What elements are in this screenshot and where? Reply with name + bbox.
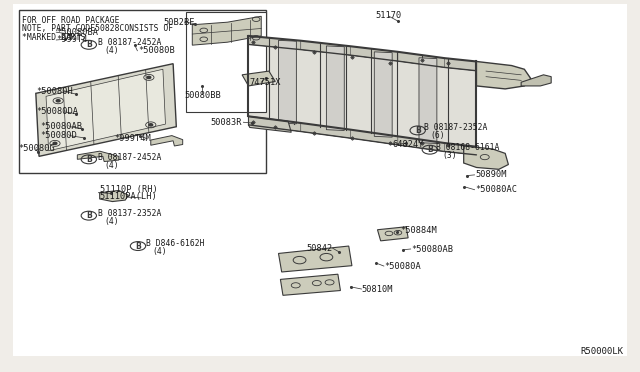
Text: NOTE, PART CODE50828CONSISTS OF: NOTE, PART CODE50828CONSISTS OF <box>22 25 173 33</box>
Polygon shape <box>521 75 551 86</box>
Text: *50080G: *50080G <box>19 144 55 153</box>
Text: B: B <box>427 145 433 154</box>
Circle shape <box>147 76 151 78</box>
Text: (4): (4) <box>153 247 167 256</box>
Text: 50842: 50842 <box>307 244 333 253</box>
Text: B D846-6162H: B D846-6162H <box>147 239 205 248</box>
Polygon shape <box>351 130 398 145</box>
Text: B 08187-2452A: B 08187-2452A <box>98 38 161 46</box>
Circle shape <box>53 142 57 144</box>
Text: 51170: 51170 <box>376 11 402 20</box>
Text: B 08168-6161A: B 08168-6161A <box>436 143 500 152</box>
Polygon shape <box>445 143 476 155</box>
Text: 74751X: 74751X <box>250 78 281 87</box>
Text: B 08137-2352A: B 08137-2352A <box>98 209 161 218</box>
Polygon shape <box>151 136 182 146</box>
Text: *50080A: *50080A <box>384 262 420 271</box>
Polygon shape <box>242 71 275 86</box>
Text: *50080DA: *50080DA <box>36 108 78 116</box>
Text: B: B <box>415 126 420 135</box>
Polygon shape <box>374 52 392 137</box>
Text: (3): (3) <box>443 151 457 160</box>
Text: 50810M: 50810M <box>362 285 393 294</box>
Text: *50080AC: *50080AC <box>475 185 517 194</box>
Text: *50080BA: *50080BA <box>56 28 99 37</box>
Text: 50080BB: 50080BB <box>184 91 221 100</box>
Text: FOR OFF ROAD PACKAGE: FOR OFF ROAD PACKAGE <box>22 16 120 25</box>
Polygon shape <box>301 123 351 138</box>
Text: R50000LK: R50000LK <box>580 347 623 356</box>
Polygon shape <box>351 46 398 61</box>
Circle shape <box>56 100 60 102</box>
Polygon shape <box>13 4 627 356</box>
Text: B 08187-2352A: B 08187-2352A <box>424 123 488 132</box>
Polygon shape <box>36 64 176 156</box>
Polygon shape <box>464 146 508 169</box>
Text: *50080AB: *50080AB <box>412 244 453 253</box>
Circle shape <box>149 124 153 126</box>
Polygon shape <box>248 116 301 132</box>
Text: (4): (4) <box>104 161 119 170</box>
Polygon shape <box>77 151 119 161</box>
Text: *999T4M: *999T4M <box>115 134 151 144</box>
Polygon shape <box>398 137 445 151</box>
Polygon shape <box>326 46 344 131</box>
Polygon shape <box>46 69 166 151</box>
Polygon shape <box>278 246 352 272</box>
Text: (4): (4) <box>104 217 119 226</box>
Polygon shape <box>378 227 408 241</box>
Polygon shape <box>248 116 291 132</box>
Text: 50083R: 50083R <box>211 118 242 127</box>
Polygon shape <box>278 40 296 124</box>
Bar <box>186 12 266 112</box>
Text: 64824Y: 64824Y <box>393 140 424 149</box>
Text: *50080H: *50080H <box>36 87 72 96</box>
Text: 51110P (RH): 51110P (RH) <box>100 185 157 194</box>
Text: *50884M: *50884M <box>400 226 436 235</box>
Polygon shape <box>248 44 476 155</box>
Polygon shape <box>301 41 351 55</box>
Text: B: B <box>86 155 92 164</box>
Text: B: B <box>86 211 92 220</box>
Text: 51110PA(LH): 51110PA(LH) <box>100 192 157 201</box>
Polygon shape <box>280 274 340 295</box>
Text: B: B <box>135 241 141 250</box>
Polygon shape <box>398 52 445 67</box>
Text: *999T4: *999T4 <box>56 35 88 44</box>
Text: *50080D: *50080D <box>40 131 77 141</box>
Text: *MARKED PARTS: *MARKED PARTS <box>22 33 86 42</box>
Text: B: B <box>86 40 92 49</box>
Text: *50080B: *50080B <box>138 46 175 55</box>
Text: B 08187-2452A: B 08187-2452A <box>98 153 161 161</box>
Polygon shape <box>248 36 301 49</box>
Bar <box>19 10 266 173</box>
Text: *50080AB: *50080AB <box>40 122 83 131</box>
Polygon shape <box>476 61 531 89</box>
Text: 50B2BE: 50B2BE <box>164 18 195 27</box>
Polygon shape <box>445 58 476 71</box>
Polygon shape <box>419 58 437 144</box>
Text: (6): (6) <box>431 131 445 140</box>
Text: (4): (4) <box>104 46 119 55</box>
Polygon shape <box>192 16 261 45</box>
Polygon shape <box>100 190 129 202</box>
Text: 50890M: 50890M <box>475 170 507 179</box>
